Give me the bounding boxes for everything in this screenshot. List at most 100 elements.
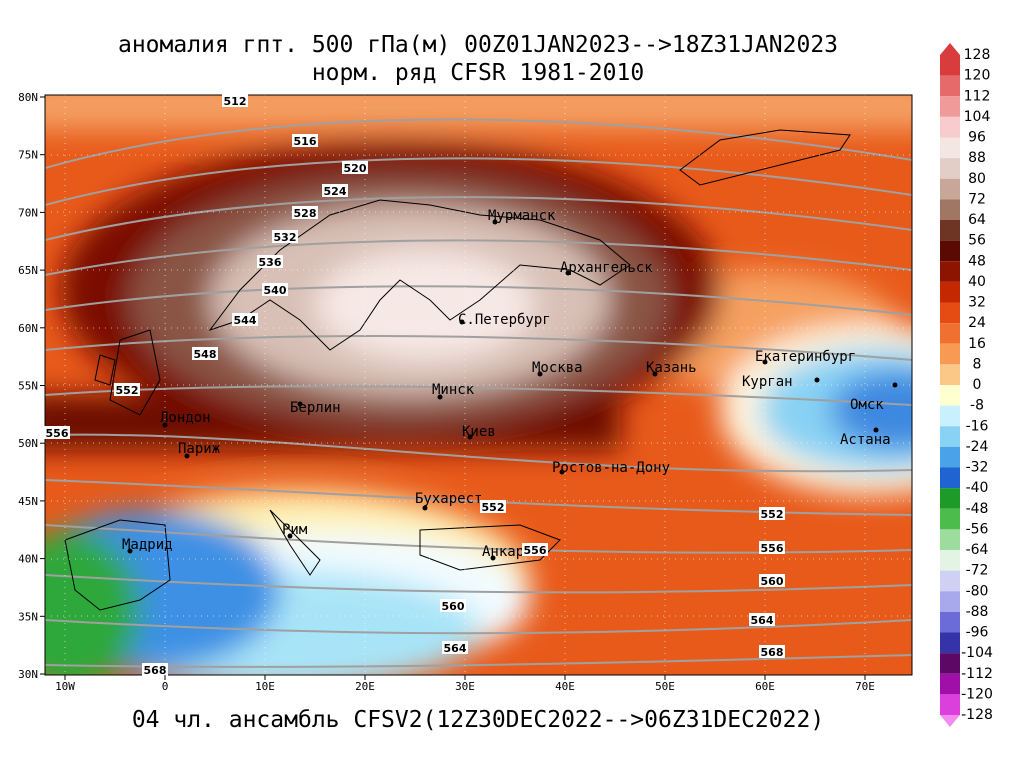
colorbar-swatch (940, 570, 960, 592)
colorbar-swatch (940, 240, 960, 262)
footer: 04 чл. ансамбль CFSV2(12Z30DEC2022-->06Z… (132, 707, 824, 733)
city-label: С.Петербург (458, 312, 551, 328)
city-label: Курган (742, 374, 793, 390)
colorbar-swatch (940, 75, 960, 97)
anomaly-field (45, 95, 912, 675)
colorbar-swatch (940, 426, 960, 447)
contour-label-box (272, 230, 298, 243)
colorbar-arrow-top (940, 43, 960, 55)
city-label: Киев (462, 424, 496, 440)
colorbar-swatch (940, 488, 960, 509)
colorbar-arrow-bottom (940, 715, 960, 727)
city-label: Казань (646, 360, 697, 376)
y-tick-label: 50N (18, 437, 38, 450)
contour-label-box (759, 574, 785, 587)
y-tick-label: 30N (18, 668, 38, 681)
colorbar-label: 104 (964, 109, 991, 125)
colorbar-swatch (940, 199, 960, 220)
contour-label: 528 (294, 207, 317, 220)
contour-label: 552 (482, 501, 505, 514)
contour-label: 552 (761, 508, 784, 521)
colorbar-label: -120 (961, 686, 993, 702)
city-label: Омск (850, 397, 884, 413)
city-label: Мурманск (488, 208, 556, 224)
colorbar-label: 128 (964, 47, 991, 63)
contour-label-box (749, 613, 775, 626)
city-label: Мадрид (122, 537, 173, 553)
colorbar-swatch (940, 220, 960, 241)
contour-label-box (292, 206, 318, 219)
colorbar-label: -48 (966, 501, 989, 517)
contour-label: 568 (761, 646, 784, 659)
contour-label-box (142, 663, 168, 676)
colorbar-label: 8 (973, 356, 982, 372)
contour-label: 560 (761, 575, 784, 588)
colorbar-swatch (940, 694, 960, 715)
contour-label-box (322, 184, 348, 197)
colorbar-swatch (940, 467, 960, 489)
contour-label: 516 (294, 135, 317, 148)
colorbar-swatch (940, 96, 960, 117)
contour-label-box (522, 543, 548, 556)
colorbar-label: -8 (970, 398, 984, 414)
contour-label: 556 (46, 427, 69, 440)
city-label: Минск (432, 382, 475, 398)
colorbar-swatch (940, 158, 960, 179)
contour-label: 540 (264, 284, 287, 297)
colorbar-label: 64 (968, 212, 986, 228)
contour-label: 564 (751, 614, 774, 627)
contour-labels: 512 516 520 524 528 532 536 540 544 548 552 556 552 5… (44, 94, 785, 677)
colorbar-label: -24 (966, 439, 989, 455)
x-tick-label: 50E (655, 680, 675, 693)
city-label: Москва (532, 360, 583, 376)
axes: 10W 0 10E 20E 30E 40E 50E 60E 70E 80N 75N 70N 65N 60N… (18, 91, 875, 693)
colorbar-swatch (940, 591, 960, 612)
colorbar-swatch (940, 302, 960, 324)
contour-label-box (44, 426, 70, 439)
y-tick-label: 45N (18, 495, 38, 508)
colorbar-label: -96 (966, 625, 989, 641)
contour-label: 512 (224, 95, 247, 108)
colorbar-swatch (940, 261, 960, 282)
city-label: Лондон (160, 410, 211, 426)
colorbar-label: -104 (961, 645, 993, 661)
colorbar-swatch (940, 653, 960, 674)
colorbar-label: 88 (968, 150, 986, 166)
contour-label-box (232, 313, 258, 326)
city-label: Астана (840, 432, 891, 448)
x-tick-label: 0 (162, 680, 169, 693)
contour-label-box (442, 641, 468, 654)
colorbar-swatch (940, 323, 960, 344)
contour-label-box (222, 94, 248, 107)
city-label: Архангельск (560, 260, 653, 276)
y-tick-label: 40N (18, 553, 38, 566)
city-label: Бухарест (415, 491, 482, 507)
colorbar-swatch (940, 529, 960, 550)
y-tick-label: 60N (18, 322, 38, 335)
colorbar-label: -80 (966, 583, 989, 599)
contour-label: 520 (344, 162, 367, 175)
contour-label-box (440, 599, 466, 612)
colorbar-label: 96 (968, 130, 986, 146)
colorbar-label: -88 (966, 604, 989, 620)
colorbar-label: 24 (968, 315, 986, 331)
colorbar-swatch (940, 673, 960, 695)
colorbar-label: 32 (968, 295, 986, 311)
colorbar-swatch (940, 137, 960, 159)
contour-label-box (114, 383, 140, 396)
contour-label-box (342, 161, 368, 174)
title: аномалия гпт. 500 гПа(м) 00Z01JAN2023-->… (118, 32, 838, 58)
colorbar-swatch (940, 281, 960, 303)
x-tick-label: 10W (55, 680, 75, 693)
x-tick-label: 70E (855, 680, 875, 693)
contour-label: 556 (761, 542, 784, 555)
colorbar-label: 0 (973, 377, 982, 393)
colorbar-label: -64 (966, 542, 989, 558)
colorbar-label: 112 (964, 88, 991, 104)
colorbar-label: 48 (968, 253, 986, 269)
contour-label-box (480, 500, 506, 513)
city-label: Берлин (290, 400, 341, 416)
colorbar-swatch (940, 178, 960, 200)
colorbar-label: 56 (968, 233, 986, 249)
